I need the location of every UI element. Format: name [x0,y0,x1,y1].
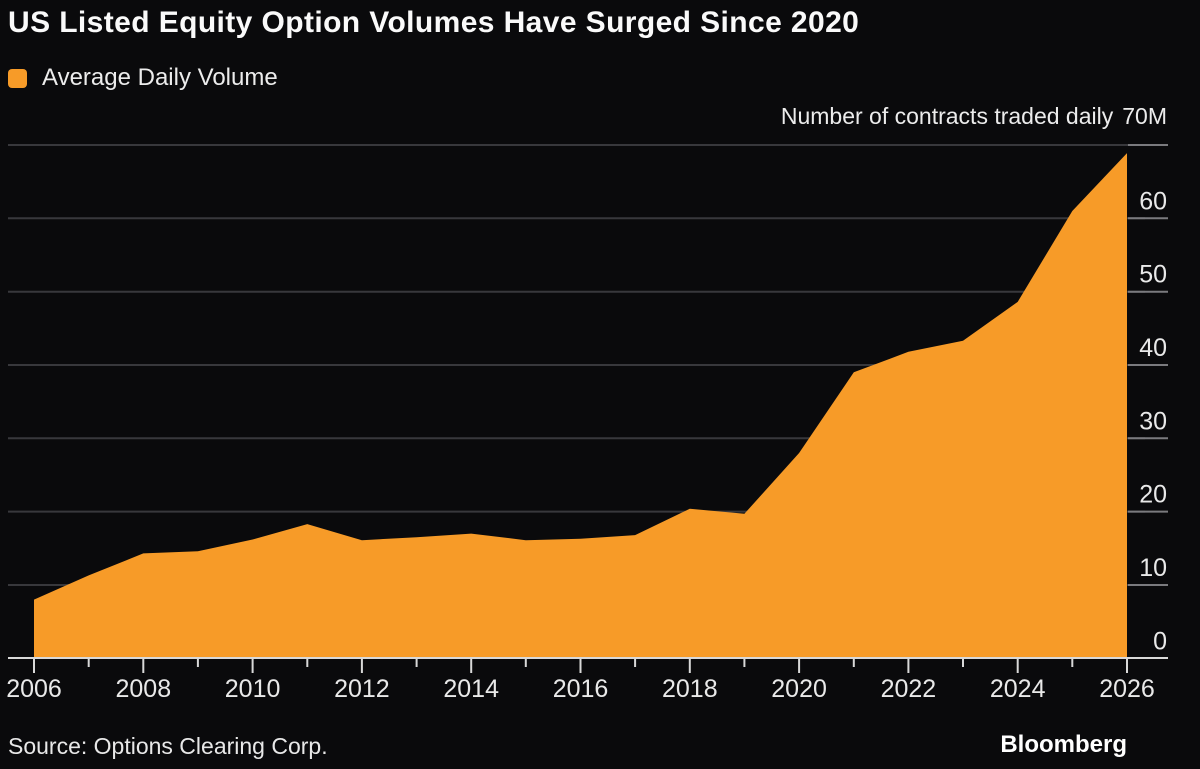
x-axis-labels: 2006 2008 2010 2012 2014 2016 2018 2020 2022 2024… [6,675,1155,703]
svg-text:2010: 2010 [225,675,281,703]
svg-text:0: 0 [1153,627,1167,655]
chart-title: US Listed Equity Option Volumes Have Sur… [8,6,860,39]
svg-text:10: 10 [1139,554,1167,582]
legend: Average Daily Volume [8,64,278,92]
y-axis-title: Number of contracts traded daily 70M [781,103,1167,130]
bloomberg-logo: Bloomberg [1000,731,1127,758]
svg-text:2022: 2022 [881,675,937,703]
svg-text:60: 60 [1139,187,1167,215]
svg-text:2020: 2020 [771,675,827,703]
svg-text:30: 30 [1139,407,1167,435]
y-axis-labels: 0 10 20 30 40 50 60 [1139,187,1167,655]
y-axis-top-tick-label: 70M [1122,103,1167,129]
svg-text:2008: 2008 [115,675,171,703]
svg-text:2016: 2016 [553,675,609,703]
svg-text:40: 40 [1139,334,1167,362]
svg-text:2006: 2006 [6,675,62,703]
svg-text:2018: 2018 [662,675,718,703]
svg-text:2026: 2026 [1099,675,1155,703]
series-average-daily-volume [34,153,1127,658]
svg-text:20: 20 [1139,481,1167,509]
y-axis-ticks [1128,144,1168,586]
source-note: Source: Options Clearing Corp. [8,733,328,759]
legend-swatch [8,68,27,88]
svg-text:2014: 2014 [443,675,499,703]
svg-text:2024: 2024 [990,675,1046,703]
svg-text:50: 50 [1139,261,1167,289]
svg-text:2012: 2012 [334,675,390,703]
y-axis-title-text: Number of contracts traded daily [780,103,1114,129]
legend-label: Average Daily Volume [42,64,278,91]
x-axis-ticks [33,659,1128,673]
